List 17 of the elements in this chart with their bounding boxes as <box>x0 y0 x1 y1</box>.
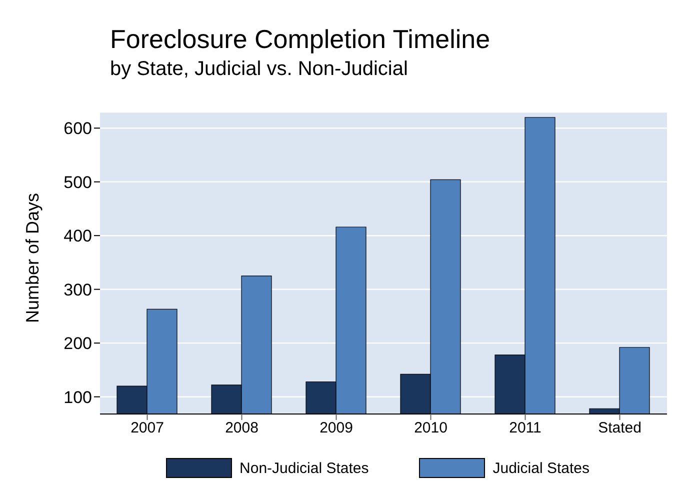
chart-subtitle: by State, Judicial vs. Non-Judicial <box>110 58 408 81</box>
x-tick-label: 2009 <box>320 420 353 437</box>
y-tick-label: 200 <box>64 334 92 354</box>
y-axis-title: Number of Days <box>22 192 42 323</box>
chart-title: Foreclosure Completion Timeline <box>110 24 490 55</box>
y-tick-label: 300 <box>64 280 92 300</box>
y-tick-label: 500 <box>64 172 92 192</box>
x-tick-label: 2010 <box>414 420 448 437</box>
y-tick-label: 600 <box>64 119 92 138</box>
y-tick-label: 400 <box>64 226 92 246</box>
legend-label: Non-Judicial States <box>240 460 369 476</box>
y-tick-label: 100 <box>64 388 92 407</box>
x-tick-label: Stated <box>598 420 642 437</box>
legend-label: Judicial States <box>492 460 590 476</box>
x-tick-label: 2011 <box>509 420 542 437</box>
x-tick-label: 2008 <box>225 420 258 437</box>
x-tick-label: 2007 <box>130 420 164 437</box>
